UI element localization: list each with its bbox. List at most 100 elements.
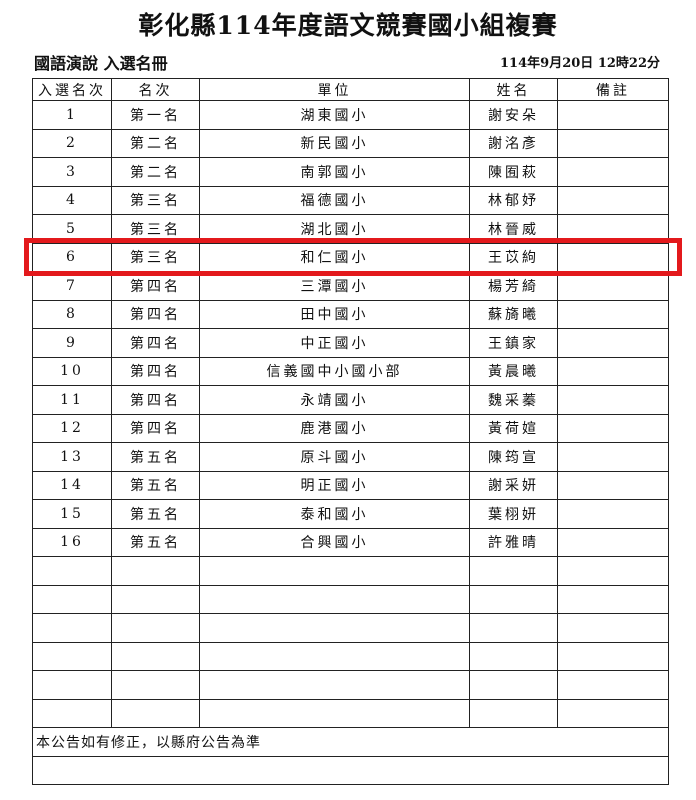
cell-remarks <box>557 499 669 529</box>
empty-cell <box>469 584 558 614</box>
table-row: 14 第五名 明正國小 謝采妍 <box>32 470 669 500</box>
empty-cell <box>469 698 558 728</box>
header-rank: 名次 <box>111 78 200 101</box>
cell-school: 南郭國小 <box>199 157 470 187</box>
cell-rank: 第二名 <box>111 157 200 187</box>
cell-school: 信義國中小國小部 <box>199 356 470 386</box>
empty-cell <box>111 556 200 586</box>
cell-school: 中正國小 <box>199 328 470 358</box>
empty-row <box>32 613 669 643</box>
empty-cell <box>32 613 112 643</box>
cell-school: 永靖國小 <box>199 385 470 415</box>
cell-remarks <box>557 328 669 358</box>
cell-name: 黃晨曦 <box>469 356 558 386</box>
empty-cell <box>199 584 470 614</box>
cell-school: 明正國小 <box>199 470 470 500</box>
cell-rank: 第四名 <box>111 385 200 415</box>
table-row: 2 第二名 新民國小 謝洺彥 <box>32 128 669 158</box>
cell-name: 許雅晴 <box>469 527 558 557</box>
table-row: 15 第五名 泰和國小 葉栩妍 <box>32 499 669 529</box>
cell-name: 陳筠宣 <box>469 442 558 472</box>
empty-cell <box>111 698 200 728</box>
cell-name: 陳囿萩 <box>469 157 558 187</box>
cell-name: 王苡絇 <box>469 242 558 272</box>
cell-remarks <box>557 413 669 443</box>
header-name: 姓名 <box>469 78 558 101</box>
cell-rank: 第五名 <box>111 499 200 529</box>
empty-cell <box>557 641 669 671</box>
header-remarks: 備註 <box>557 78 669 101</box>
cell-remarks <box>557 527 669 557</box>
table-row: 9 第四名 中正國小 王鎮家 <box>32 328 669 358</box>
empty-cell <box>469 641 558 671</box>
table-row: 12 第四名 鹿港國小 黃荷媗 <box>32 413 669 443</box>
empty-cell <box>199 670 470 700</box>
cell-school: 泰和國小 <box>199 499 470 529</box>
cell-remarks <box>557 299 669 329</box>
empty-cell <box>199 613 470 643</box>
cell-remarks <box>557 185 669 215</box>
empty-cell <box>32 641 112 671</box>
empty-cell <box>469 556 558 586</box>
cell-school: 和仁國小 <box>199 242 470 272</box>
cell-selection-rank: 11 <box>32 385 112 415</box>
cell-name: 謝安朵 <box>469 100 558 130</box>
cell-rank: 第五名 <box>111 527 200 557</box>
highlight-box <box>24 238 682 276</box>
empty-cell <box>32 584 112 614</box>
cell-rank: 第二名 <box>111 128 200 158</box>
table-row: 10 第四名 信義國中小國小部 黃晨曦 <box>32 356 669 386</box>
table-row: 1 第一名 湖東國小 謝安朵 <box>32 100 669 130</box>
cell-rank: 第五名 <box>111 442 200 472</box>
cell-remarks <box>557 470 669 500</box>
cell-selection-rank: 14 <box>32 470 112 500</box>
empty-cell <box>111 670 200 700</box>
cell-selection-rank: 13 <box>32 442 112 472</box>
empty-cell <box>557 670 669 700</box>
cell-name: 林郁妤 <box>469 185 558 215</box>
empty-cell <box>32 556 112 586</box>
cell-selection-rank: 4 <box>32 185 112 215</box>
cell-rank: 第四名 <box>111 328 200 358</box>
cell-selection-rank: 16 <box>32 527 112 557</box>
header-selection-rank: 入選名次 <box>32 78 112 101</box>
empty-cell <box>199 641 470 671</box>
empty-cell <box>199 698 470 728</box>
header-row: 入選名次 名次 單位 姓名 備註 <box>32 78 669 101</box>
header-school: 單位 <box>199 78 470 101</box>
empty-cell <box>32 698 112 728</box>
cell-rank: 第四名 <box>111 299 200 329</box>
cell-selection-rank: 2 <box>32 128 112 158</box>
cell-school: 田中國小 <box>199 299 470 329</box>
cell-rank: 第四名 <box>111 413 200 443</box>
empty-cell <box>199 556 470 586</box>
empty-cell <box>557 584 669 614</box>
table-row: 11 第四名 永靖國小 魏采蓁 <box>32 385 669 415</box>
cell-remarks <box>557 128 669 158</box>
cell-school: 原斗國小 <box>199 442 470 472</box>
document-title: 彰化縣114年度語文競賽國小組複賽 <box>138 11 558 40</box>
cell-name: 謝洺彥 <box>469 128 558 158</box>
empty-cell <box>111 641 200 671</box>
cell-selection-rank: 9 <box>32 328 112 358</box>
empty-cell <box>469 670 558 700</box>
empty-cell <box>32 670 112 700</box>
cell-name: 葉栩妍 <box>469 499 558 529</box>
empty-row <box>32 556 669 586</box>
cell-selection-rank: 10 <box>32 356 112 386</box>
cell-name: 蘇旖曦 <box>469 299 558 329</box>
cell-rank: 第一名 <box>111 100 200 130</box>
cell-school: 合興國小 <box>199 527 470 557</box>
datetime: 114年9月20日 12時22分 <box>500 56 660 71</box>
table-row: 13 第五名 原斗國小 陳筠宣 <box>32 442 669 472</box>
cell-school: 鹿港國小 <box>199 413 470 443</box>
cell-school: 湖東國小 <box>199 100 470 130</box>
cell-rank: 第五名 <box>111 470 200 500</box>
empty-row <box>32 641 669 671</box>
cell-name: 謝采妍 <box>469 470 558 500</box>
cell-remarks <box>557 442 669 472</box>
cell-remarks <box>557 157 669 187</box>
cell-name: 王鎮家 <box>469 328 558 358</box>
empty-cell <box>111 584 200 614</box>
cell-remarks <box>557 385 669 415</box>
